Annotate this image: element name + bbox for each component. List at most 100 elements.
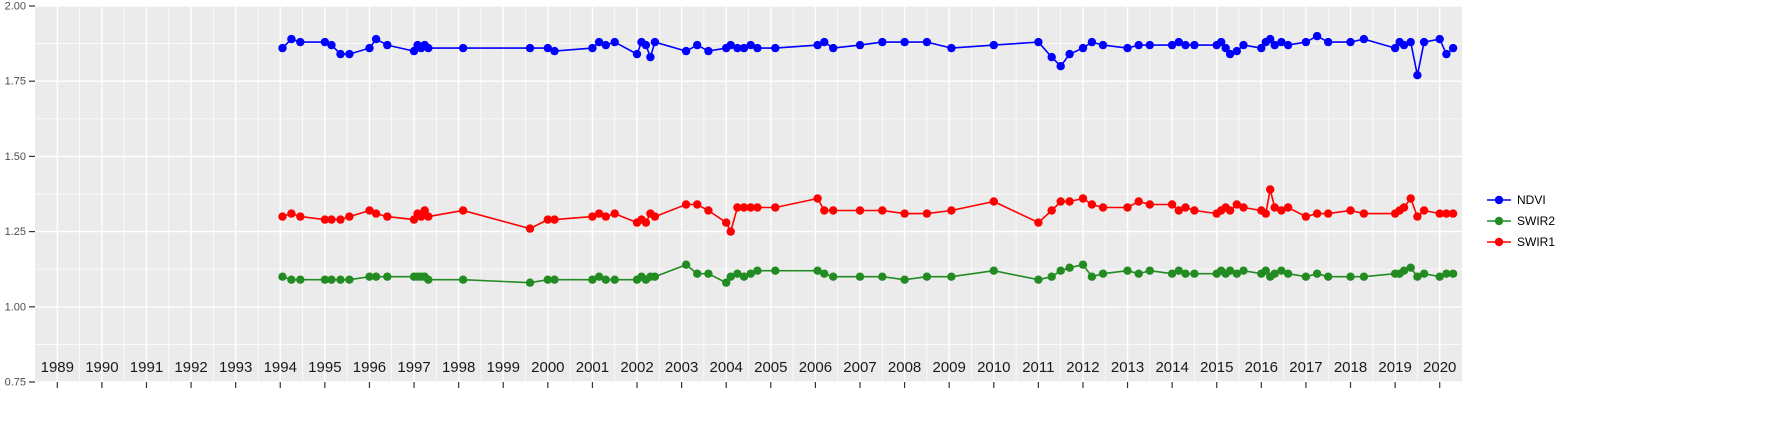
data-point-ndvi	[1087, 37, 1097, 47]
data-point-swir1	[278, 212, 287, 221]
data-point-swir2	[345, 275, 354, 284]
data-point-ndvi	[1167, 40, 1177, 50]
x-tick-label: 1999	[487, 359, 520, 376]
data-point-swir1	[1239, 203, 1248, 212]
data-point-ndvi	[1301, 37, 1311, 47]
data-point-swir2	[878, 272, 887, 281]
data-point-ndvi	[632, 49, 642, 59]
x-tick-label: 1992	[174, 359, 207, 376]
data-point-swir1	[1406, 194, 1415, 203]
data-point-swir2	[1442, 269, 1451, 278]
y-tick-label: 1.50	[5, 151, 26, 163]
data-point-ndvi	[1123, 43, 1132, 53]
x-tick-label: 2010	[977, 359, 1010, 376]
data-point-swir1	[601, 212, 610, 221]
data-point-ndvi	[753, 43, 762, 53]
data-point-ndvi	[704, 46, 713, 56]
data-point-ndvi	[739, 43, 749, 53]
data-point-swir2	[458, 275, 468, 284]
data-point-swir2	[1419, 269, 1429, 278]
data-point-ndvi	[1399, 40, 1409, 50]
data-point-ndvi	[1221, 43, 1230, 53]
data-point-swir1	[1266, 185, 1275, 194]
data-point-swir2	[1134, 269, 1143, 278]
data-point-swir1	[1056, 197, 1065, 206]
data-point-swir1	[1283, 203, 1293, 212]
data-point-ndvi	[1190, 40, 1199, 50]
data-point-swir2	[746, 269, 755, 278]
data-point-swir1	[855, 206, 865, 215]
x-tick-label: 2013	[1111, 359, 1144, 376]
data-point-swir1	[287, 209, 296, 218]
data-point-ndvi	[365, 43, 374, 53]
data-point-ndvi	[746, 40, 755, 50]
data-point-ndvi	[594, 37, 604, 47]
data-point-swir1	[1399, 203, 1409, 212]
data-point-swir2	[1270, 269, 1279, 278]
data-point-swir2	[753, 266, 762, 275]
data-point-swir2	[1346, 272, 1355, 281]
data-point-swir1	[820, 206, 829, 215]
data-point-swir1	[704, 206, 713, 215]
data-point-ndvi	[733, 43, 742, 53]
data-point-ndvi	[327, 40, 336, 50]
data-point-swir2	[1034, 275, 1043, 284]
data-point-swir1	[1419, 206, 1429, 215]
data-point-ndvi	[525, 43, 535, 53]
data-point-ndvi	[829, 43, 838, 53]
data-point-swir1	[594, 209, 604, 218]
data-point-swir2	[739, 272, 749, 281]
data-point-swir1	[525, 224, 535, 233]
x-tick-label: 2020	[1423, 359, 1456, 376]
data-point-swir1	[1312, 209, 1322, 218]
data-point-swir2	[1078, 260, 1088, 269]
data-point-swir2	[829, 272, 838, 281]
data-point-ndvi	[1277, 37, 1286, 47]
data-point-swir2	[650, 272, 660, 281]
data-point-swir2	[1359, 272, 1369, 281]
data-point-swir2	[543, 275, 552, 284]
data-point-swir2	[287, 275, 296, 284]
data-point-swir1	[345, 212, 354, 221]
data-point-swir2	[1435, 272, 1444, 281]
data-point-swir2	[1065, 263, 1074, 272]
x-tick-label: 2008	[888, 359, 921, 376]
data-point-swir1	[424, 212, 433, 221]
data-point-swir2	[424, 275, 433, 284]
data-point-swir1	[1448, 209, 1458, 218]
data-point-swir1	[1167, 200, 1177, 209]
legend-item-swir2: SWIR2	[1486, 214, 1555, 228]
data-point-swir2	[1174, 266, 1184, 275]
data-point-ndvi	[1232, 46, 1242, 56]
x-tick-label: 2007	[843, 359, 876, 376]
data-point-ndvi	[287, 34, 296, 44]
data-point-swir1	[420, 206, 429, 215]
data-point-ndvi	[1181, 40, 1190, 50]
data-point-swir1	[1301, 212, 1311, 221]
data-point-swir1	[650, 212, 660, 221]
data-point-swir1	[458, 206, 468, 215]
data-point-ndvi	[1056, 61, 1065, 71]
x-tick-label: 2015	[1200, 359, 1233, 376]
data-point-swir2	[1413, 272, 1422, 281]
data-point-swir2	[1283, 269, 1293, 278]
legend-item-ndvi: NDVI	[1486, 193, 1555, 207]
data-point-swir1	[610, 209, 619, 218]
data-point-swir1	[739, 203, 749, 212]
data-point-swir2	[1406, 263, 1415, 272]
data-point-swir2	[947, 272, 956, 281]
legend-key-ndvi-icon	[1487, 195, 1511, 205]
data-point-ndvi	[820, 37, 829, 47]
x-tick-label: 1994	[264, 359, 297, 376]
data-point-swir1	[1442, 209, 1451, 218]
data-point-swir2	[1232, 269, 1242, 278]
data-point-swir1	[327, 215, 336, 224]
data-point-swir1	[813, 194, 822, 203]
data-point-swir1	[693, 200, 702, 209]
data-point-swir2	[922, 272, 932, 281]
data-point-swir2	[1448, 269, 1458, 278]
data-point-swir1	[1190, 206, 1199, 215]
data-point-swir1	[1078, 194, 1088, 203]
data-point-ndvi	[1065, 49, 1074, 59]
data-point-ndvi	[1098, 40, 1108, 50]
